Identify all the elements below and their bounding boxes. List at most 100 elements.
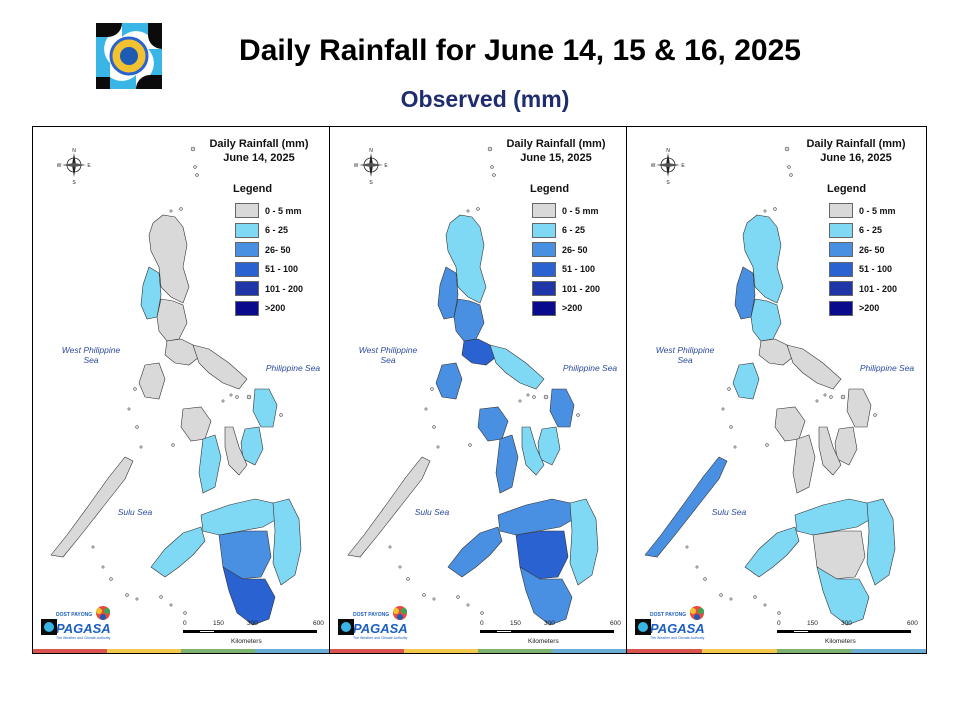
legend-label: 6 - 25 — [265, 225, 289, 236]
scale-bar: 0 150 300 600 Kilometers — [480, 620, 621, 646]
map-islet — [733, 445, 737, 449]
scale-bar-tick: 300 — [247, 620, 258, 627]
map-region-luzon-west — [734, 266, 756, 320]
compass-letter-n: N — [666, 148, 670, 154]
map-islet — [840, 394, 846, 400]
compass-letter-n: N — [369, 148, 373, 154]
map-region-bicol — [489, 344, 545, 390]
legend-swatch — [532, 281, 556, 297]
legend-swatch — [532, 300, 556, 316]
map-region-palawan — [347, 456, 431, 558]
map-islet — [873, 413, 877, 417]
philippine-sea-label: Philippine Sea — [562, 363, 618, 373]
map-islet — [476, 207, 480, 211]
scale-bar-tick: 0 — [480, 620, 484, 627]
philippines-rainfall-map — [644, 146, 896, 626]
map-region-panay — [774, 406, 806, 442]
map-region-leyte — [834, 426, 858, 466]
map-islet — [159, 595, 163, 599]
pagasa-logo-tagline: The Weather and Climate Authority — [353, 636, 408, 640]
map-islet — [179, 207, 183, 211]
legend-swatch — [532, 261, 556, 277]
legend-swatch — [532, 203, 556, 219]
legend-title: Legend — [233, 183, 273, 195]
legend: Legend 0 - 5 mm 6 - 25 26- 50 51 - 100 101 -… — [233, 183, 303, 318]
scale-bar-caption: Kilometers — [528, 638, 559, 645]
map-islet — [456, 595, 460, 599]
map-region-luzon-north — [445, 214, 487, 304]
north-arrow-compass-icon: N S W E — [57, 148, 91, 186]
scale-bar-tick: 0 — [777, 620, 781, 627]
map-region-mindanao-west — [150, 526, 206, 578]
scale-bar-tick: 300 — [544, 620, 555, 627]
legend-label: 101 - 200 — [265, 283, 304, 294]
legend-item: >200 — [827, 299, 897, 319]
map-islet — [789, 173, 793, 177]
map-islet — [221, 399, 225, 403]
legend-swatch — [235, 242, 259, 258]
legend-swatch — [829, 242, 853, 258]
map-islet — [229, 393, 233, 397]
pagasa-logo-name: PAGASA — [353, 621, 408, 636]
map-region-mindanao-north — [794, 498, 872, 536]
scale-bar-tick: 600 — [313, 620, 324, 627]
map-region-leyte — [240, 426, 264, 466]
map-region-negros — [495, 434, 519, 494]
map-islet — [246, 394, 252, 400]
map-islet — [487, 146, 493, 152]
legend-swatch — [829, 203, 853, 219]
philippines-rainfall-map — [50, 146, 302, 626]
compass-letter-s: S — [369, 180, 373, 186]
legend-item: >200 — [530, 299, 600, 319]
map-islet — [169, 209, 173, 213]
page-title: Daily Rainfall for June 14, 15 & 16, 202… — [239, 34, 801, 67]
map-region-cebu-bohol — [224, 426, 248, 476]
legend-label: 101 - 200 — [859, 283, 898, 294]
map-region-samar — [252, 388, 278, 428]
map-islet — [101, 565, 105, 569]
legend-item: 26- 50 — [530, 240, 600, 260]
philippines-rainfall-map — [347, 146, 599, 626]
map-region-mindoro — [138, 362, 166, 400]
philippine-sea-label: Philippine Sea — [859, 363, 915, 373]
legend-swatch — [235, 300, 259, 316]
map-region-mindoro — [435, 362, 463, 400]
legend-swatch — [532, 242, 556, 258]
map-region-palawan — [50, 456, 134, 558]
map-region-bicol — [192, 344, 248, 390]
legend-item: 101 - 200 — [530, 279, 600, 299]
scale-bar: 0 150 300 600 Kilometers — [777, 620, 918, 646]
legend-swatch — [235, 261, 259, 277]
map-region-bicol — [786, 344, 842, 390]
map-islet — [466, 603, 470, 607]
compass-letter-n: N — [72, 148, 76, 154]
map-region-luzon-south — [758, 338, 794, 366]
map-islet — [784, 146, 790, 152]
scale-bar-tick: 600 — [610, 620, 621, 627]
map-islet — [703, 577, 707, 581]
map-islet — [685, 545, 689, 549]
legend-item: >200 — [233, 299, 303, 319]
legend-label: 26- 50 — [562, 244, 588, 255]
north-arrow-compass-icon: N S W E — [651, 148, 685, 186]
legend-title: Legend — [827, 183, 867, 195]
map-islet — [398, 565, 402, 569]
sulu-sea-label: Sulu Sea — [711, 507, 747, 517]
map-islet — [490, 165, 494, 169]
map-islet — [109, 577, 113, 581]
panel-title: Daily Rainfall (mm) June 16, 2025 — [796, 137, 916, 165]
compass-letter-w: W — [651, 163, 656, 169]
page-subtitle: Observed (mm) — [400, 86, 570, 112]
scale-bar-tick: 150 — [510, 620, 521, 627]
map-region-samar — [846, 388, 872, 428]
map-islet — [133, 387, 137, 391]
legend-label: >200 — [265, 303, 286, 314]
pagasa-logo-small-text: DOST PAYONG — [56, 612, 93, 618]
legend-item: 26- 50 — [827, 240, 897, 260]
rainfall-map-panel: N S W E Daily Rainfall (mm) June 14, 202… — [33, 127, 330, 653]
map-islet — [576, 413, 580, 417]
scale-bar-caption: Kilometers — [231, 638, 262, 645]
map-region-mindanao-south — [222, 566, 276, 626]
map-islet — [829, 395, 833, 399]
map-islet — [763, 603, 767, 607]
